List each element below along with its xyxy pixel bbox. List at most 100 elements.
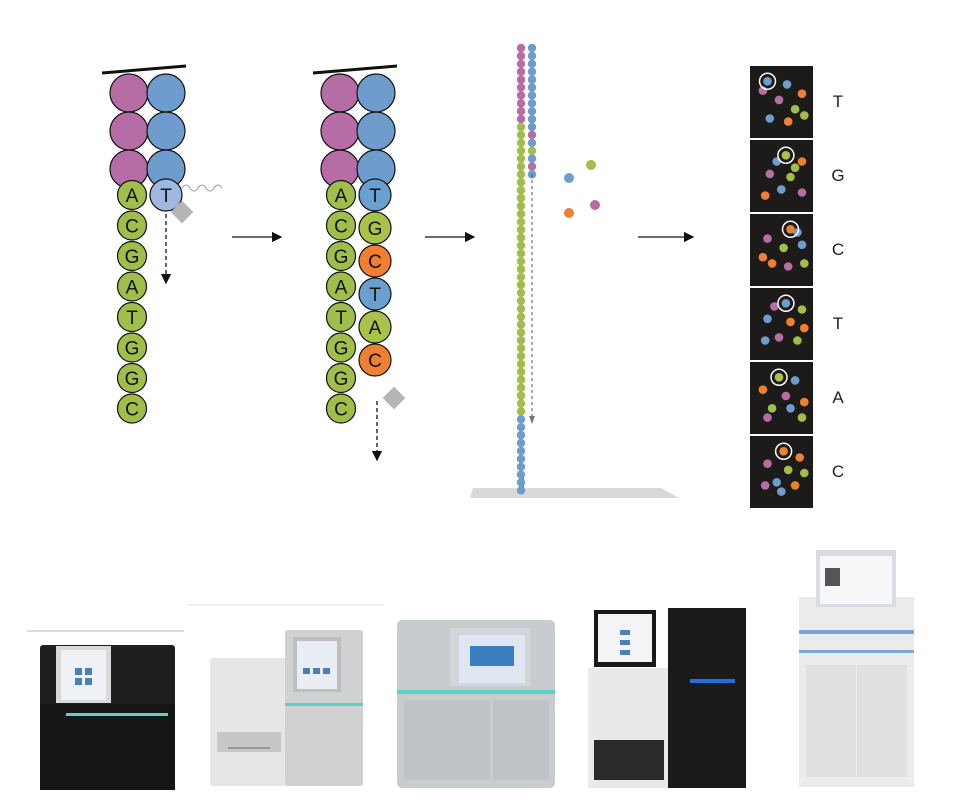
strand-base [516,430,526,440]
template-base [325,393,357,424]
synthesized-strand-base [527,107,537,116]
template-base-label: C [334,400,348,421]
cluster-dot [786,172,795,182]
strand-base [516,367,526,377]
screen-button [323,668,330,674]
primer-base-magenta [109,111,149,151]
fluorescent-tag-squiggle [181,184,223,192]
cluster-dot [797,240,807,250]
instrument-body-right [668,608,746,788]
strand-base [516,217,526,226]
strand-base [516,51,526,61]
strand-base [516,249,526,258]
strand-base [516,130,526,140]
cluster-dot [797,305,807,314]
strand-base [516,257,526,266]
primer-base-blue [146,111,186,151]
template-base-label: G [334,339,349,360]
highlighted-cluster-ring [777,294,795,313]
strand-base [516,122,526,132]
cluster-dot [779,447,788,456]
incoming-base-label: T [160,186,172,207]
cluster-dot [790,163,800,172]
strand-base [516,446,526,456]
cluster-dot [760,336,770,345]
instrument-row [27,550,914,790]
strand-base [516,233,526,242]
cluster-dot [782,80,792,89]
template-base-label: G [334,247,349,268]
synthesized-strand-base [527,75,537,84]
cluster-dot [767,404,777,413]
cluster-dot [800,468,809,478]
cluster-dot [797,413,807,422]
cluster-dot [758,252,768,262]
highlighted-cluster-ring [758,72,777,91]
instrument-4 [588,608,746,788]
strand-base [516,209,526,219]
template-base-label: T [335,308,347,329]
cluster-dot [797,157,807,166]
synthesized-strand-base [527,83,537,92]
template-base-label: G [125,247,140,268]
synthesized-strand-base [527,146,537,155]
strand-base [516,43,526,53]
cluster-dot [786,317,795,327]
synthesized-base [358,343,392,377]
status-light-bar [799,630,914,634]
strand-base [516,312,526,321]
cluster-dot [763,459,772,469]
strand-base [516,272,526,282]
lower-panel [404,700,490,780]
template-base [116,271,148,302]
read-base-label: G [831,166,844,185]
incoming-base-circle [149,178,183,212]
drawer [217,732,281,752]
cluster-dot [781,299,791,308]
strand-base [516,225,526,234]
synthesized-strand-base [527,154,537,163]
template-base-label: C [334,217,348,238]
cluster-dot [763,234,772,243]
template-base [116,393,148,424]
strand-base [516,201,526,211]
surface-line [312,64,398,75]
synthesized-strand-base [527,67,537,76]
drawer [594,740,664,780]
primer-base-magenta [109,73,149,113]
cluster-dot [783,465,793,475]
cluster-dot [774,95,784,105]
free-dot-orange [564,208,574,218]
screen-button [620,640,630,645]
cycle-image [750,288,813,360]
strand-base [516,470,526,479]
cluster-dot [767,259,777,268]
screen [61,650,106,700]
strand-base [516,178,526,187]
strand-base [516,138,526,147]
synthesized-base-label: T [369,186,381,207]
template-base [325,301,357,333]
synthesized-strand-base [527,51,537,61]
strand-base [516,351,526,361]
strand-base [516,265,526,274]
primer-base-magenta [320,111,360,151]
template-base-label: G [125,369,140,390]
synthesized-strand-base [527,99,537,108]
strand-base [516,415,526,424]
screen-button [85,678,92,685]
cluster-dot [795,453,804,462]
synthesized-strand-base [527,130,537,140]
cluster-dot [774,333,784,342]
synthesized-base-label: T [369,285,381,306]
strand-base [516,304,526,313]
template-base [325,179,357,211]
highlighted-cluster-ring [781,220,800,239]
cluster-dot [760,481,770,490]
read-base-label: T [833,314,843,333]
status-light-bar [66,713,168,716]
strand-base [516,486,526,495]
surface-line [101,64,187,75]
